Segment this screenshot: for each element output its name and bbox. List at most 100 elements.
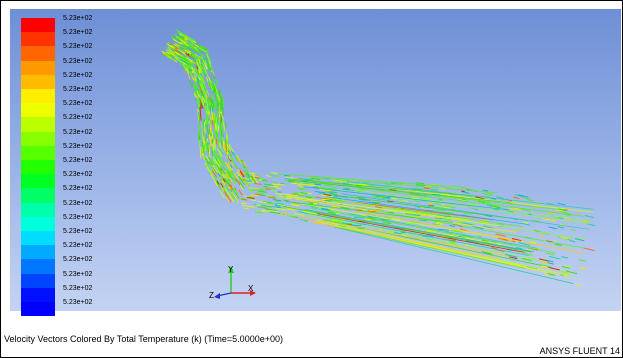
colormap-swatch	[21, 245, 55, 260]
vector-mark	[211, 120, 214, 126]
vector-mark	[394, 232, 402, 234]
vector-mark	[207, 156, 214, 166]
vector-mark	[525, 198, 535, 202]
vector-mark	[242, 181, 253, 184]
vector-mark	[449, 224, 456, 228]
vector-mark	[205, 162, 211, 170]
vector-mark	[545, 273, 551, 276]
colormap-tick-label: 5.23e+02	[63, 71, 93, 79]
vector-mark	[318, 192, 528, 221]
vector-mark	[202, 142, 204, 154]
vector-mark	[200, 83, 203, 90]
vector-mark	[210, 80, 215, 90]
vector-mark	[332, 186, 338, 189]
vector-mark	[514, 194, 524, 198]
vector-mark	[546, 218, 557, 222]
vector-mark	[462, 191, 470, 194]
vector-mark	[178, 63, 188, 69]
vector-mark	[182, 61, 187, 72]
vector-mark	[198, 61, 203, 73]
vector-mark	[584, 215, 595, 219]
vector-mark	[379, 218, 386, 220]
vector-mark	[206, 102, 209, 113]
colormap-swatch	[21, 32, 55, 47]
vector-mark	[167, 46, 172, 49]
vector-mark	[217, 89, 223, 101]
vector-mark	[329, 192, 337, 195]
vector-mark	[236, 156, 242, 164]
vector-mark	[450, 229, 458, 233]
vector-mark	[539, 265, 550, 269]
vector-mark	[169, 53, 175, 58]
vector-mark	[199, 94, 205, 107]
colormap-tick-label: 5.23e+02	[63, 284, 93, 292]
vector-mark	[234, 156, 239, 161]
vector-mark	[433, 203, 442, 205]
vector-mark	[353, 216, 366, 219]
vector-mark	[379, 196, 387, 199]
vector-mark	[412, 196, 420, 198]
vector-mark	[276, 197, 284, 199]
vector-mark	[569, 240, 576, 243]
vector-mark	[563, 275, 572, 278]
vector-mark	[229, 185, 233, 191]
vector-mark	[546, 259, 554, 263]
colormap-swatch	[21, 89, 55, 104]
vector-mark	[265, 194, 273, 197]
vector-mark	[483, 201, 492, 205]
vector-mark	[176, 48, 187, 55]
vector-mark	[225, 152, 229, 158]
vector-mark	[520, 208, 531, 212]
vector-mark	[266, 175, 272, 177]
vector-mark	[178, 47, 184, 52]
vector-mark	[260, 204, 273, 208]
velocity-vector-field[interactable]: Y Z X	[10, 9, 621, 311]
vector-mark	[465, 240, 472, 243]
vector-mark	[565, 245, 571, 248]
vector-mark	[349, 213, 538, 249]
vector-mark	[241, 177, 250, 180]
vector-mark	[461, 190, 465, 193]
vector-mark	[578, 259, 587, 262]
vector-mark	[458, 198, 467, 202]
vector-mark	[341, 180, 348, 182]
vector-mark	[575, 283, 582, 287]
vector-mark	[310, 177, 320, 181]
vector-mark	[236, 171, 243, 180]
vector-mark	[203, 70, 207, 76]
vector-mark	[269, 174, 279, 177]
vector-mark	[190, 72, 194, 81]
vector-mark	[322, 216, 327, 218]
vector-mark	[447, 237, 457, 240]
vector-mark	[248, 195, 254, 198]
vector-mark	[214, 179, 222, 190]
vector-mark	[204, 157, 210, 165]
vector-mark	[173, 42, 181, 48]
vector-mark	[418, 219, 428, 222]
vector-mark	[308, 183, 316, 186]
vector-mark	[219, 117, 221, 124]
vector-mark	[194, 86, 199, 95]
colormap-tick-label: 5.23e+02	[63, 114, 93, 122]
vector-mark	[305, 196, 313, 199]
vector-mark	[214, 159, 221, 169]
x-axis-arrowhead	[250, 290, 256, 296]
vector-mark	[272, 206, 281, 209]
vector-mark	[558, 210, 571, 215]
vector-mark	[444, 207, 452, 209]
vector-mark	[325, 196, 528, 225]
vector-mark	[191, 66, 195, 74]
vector-mark	[322, 198, 330, 201]
vector-mark	[523, 252, 533, 256]
vector-mark	[491, 247, 497, 250]
vector-mark	[192, 55, 197, 59]
vector-mark	[222, 166, 226, 170]
graphics-viewport[interactable]: 5.23e+02 5.23e+02 5.23e+02 5.23e+02 5.23e+02…	[10, 9, 621, 317]
vector-mark	[255, 210, 260, 212]
colormap-tick-label: 5.23e+02	[63, 29, 93, 37]
vector-mark	[183, 42, 189, 47]
vector-mark	[285, 201, 453, 223]
vector-mark	[222, 118, 224, 126]
vector-mark	[463, 222, 474, 226]
vector-mark	[287, 180, 296, 183]
